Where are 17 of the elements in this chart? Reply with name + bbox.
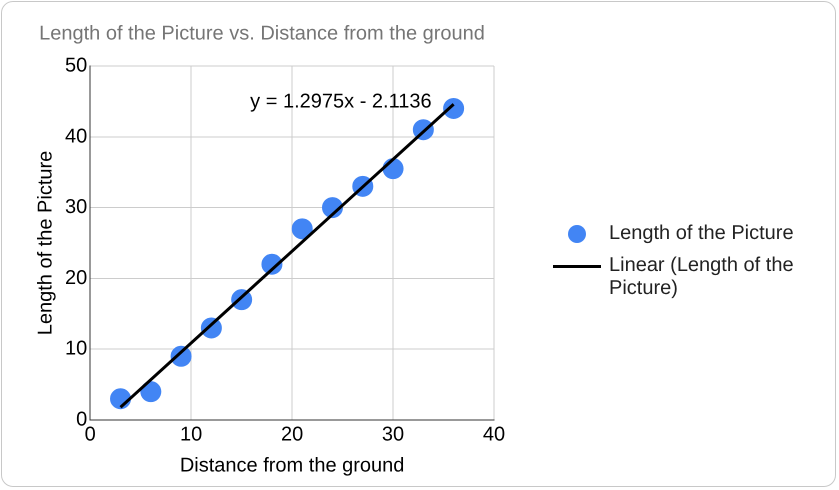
y-tick-label: 50	[64, 54, 88, 77]
x-tick-label: 10	[180, 424, 202, 446]
y-axis-title: Length of the Picture	[34, 150, 57, 336]
y-tick-label: 20	[64, 266, 88, 289]
x-tick-label: 40	[482, 424, 506, 446]
point	[140, 381, 162, 402]
legend-label: Length of the Picture	[609, 222, 794, 245]
legend-label: Linear (Length of the Picture)	[609, 254, 795, 300]
annotation: y = 1.2975x - 2.1136	[250, 90, 432, 113]
y-tick-label: 40	[64, 125, 88, 148]
x-tick-label: 30	[382, 424, 404, 446]
y-tick-label: 10	[64, 338, 88, 360]
chart-title: Length of the Picture vs. Distance from the ground	[39, 22, 485, 45]
x-axis-title: Distance from the ground	[180, 454, 404, 477]
x-tick-label: 20	[281, 424, 304, 446]
point	[292, 218, 313, 240]
y-tick-label: 30	[64, 196, 88, 218]
